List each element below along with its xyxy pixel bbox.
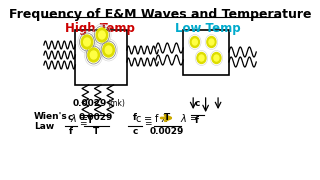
Text: 0.0029: 0.0029 <box>79 113 113 122</box>
Circle shape <box>212 53 221 64</box>
Circle shape <box>197 53 206 64</box>
Circle shape <box>84 38 90 46</box>
Text: T: T <box>164 113 170 122</box>
Text: $\lambda$ =: $\lambda$ = <box>180 112 198 124</box>
FancyBboxPatch shape <box>183 30 229 75</box>
Text: c = f $\lambda$: c = f $\lambda$ <box>135 112 168 124</box>
Circle shape <box>207 37 216 48</box>
Text: =: = <box>144 120 152 129</box>
Circle shape <box>214 55 219 61</box>
Text: High Temp: High Temp <box>65 22 135 35</box>
Circle shape <box>199 55 204 61</box>
Text: c: c <box>132 127 138 136</box>
Circle shape <box>96 28 108 42</box>
FancyBboxPatch shape <box>76 30 127 85</box>
Text: 0.0029: 0.0029 <box>73 99 108 108</box>
Text: 0.0029: 0.0029 <box>149 127 184 136</box>
Circle shape <box>90 51 97 59</box>
Text: f: f <box>195 116 199 125</box>
Circle shape <box>103 43 114 57</box>
Text: f: f <box>68 127 72 136</box>
Text: Low Temp: Low Temp <box>175 22 241 35</box>
Circle shape <box>81 35 93 49</box>
Text: Wien's
Law: Wien's Law <box>34 112 68 131</box>
Text: f: f <box>133 113 137 122</box>
Circle shape <box>105 46 112 54</box>
Text: (mk): (mk) <box>108 99 126 108</box>
Circle shape <box>209 39 214 45</box>
Text: =: = <box>80 120 87 129</box>
Text: c: c <box>68 113 73 122</box>
Text: T: T <box>87 116 93 125</box>
Text: Frequency of E&M Waves and Temperature: Frequency of E&M Waves and Temperature <box>9 8 311 21</box>
Text: T: T <box>93 127 99 136</box>
Text: c: c <box>195 99 200 108</box>
Text: $\lambda$ =: $\lambda$ = <box>70 112 89 124</box>
Circle shape <box>192 39 197 45</box>
Circle shape <box>88 48 100 62</box>
Circle shape <box>190 37 199 48</box>
Circle shape <box>99 31 105 39</box>
